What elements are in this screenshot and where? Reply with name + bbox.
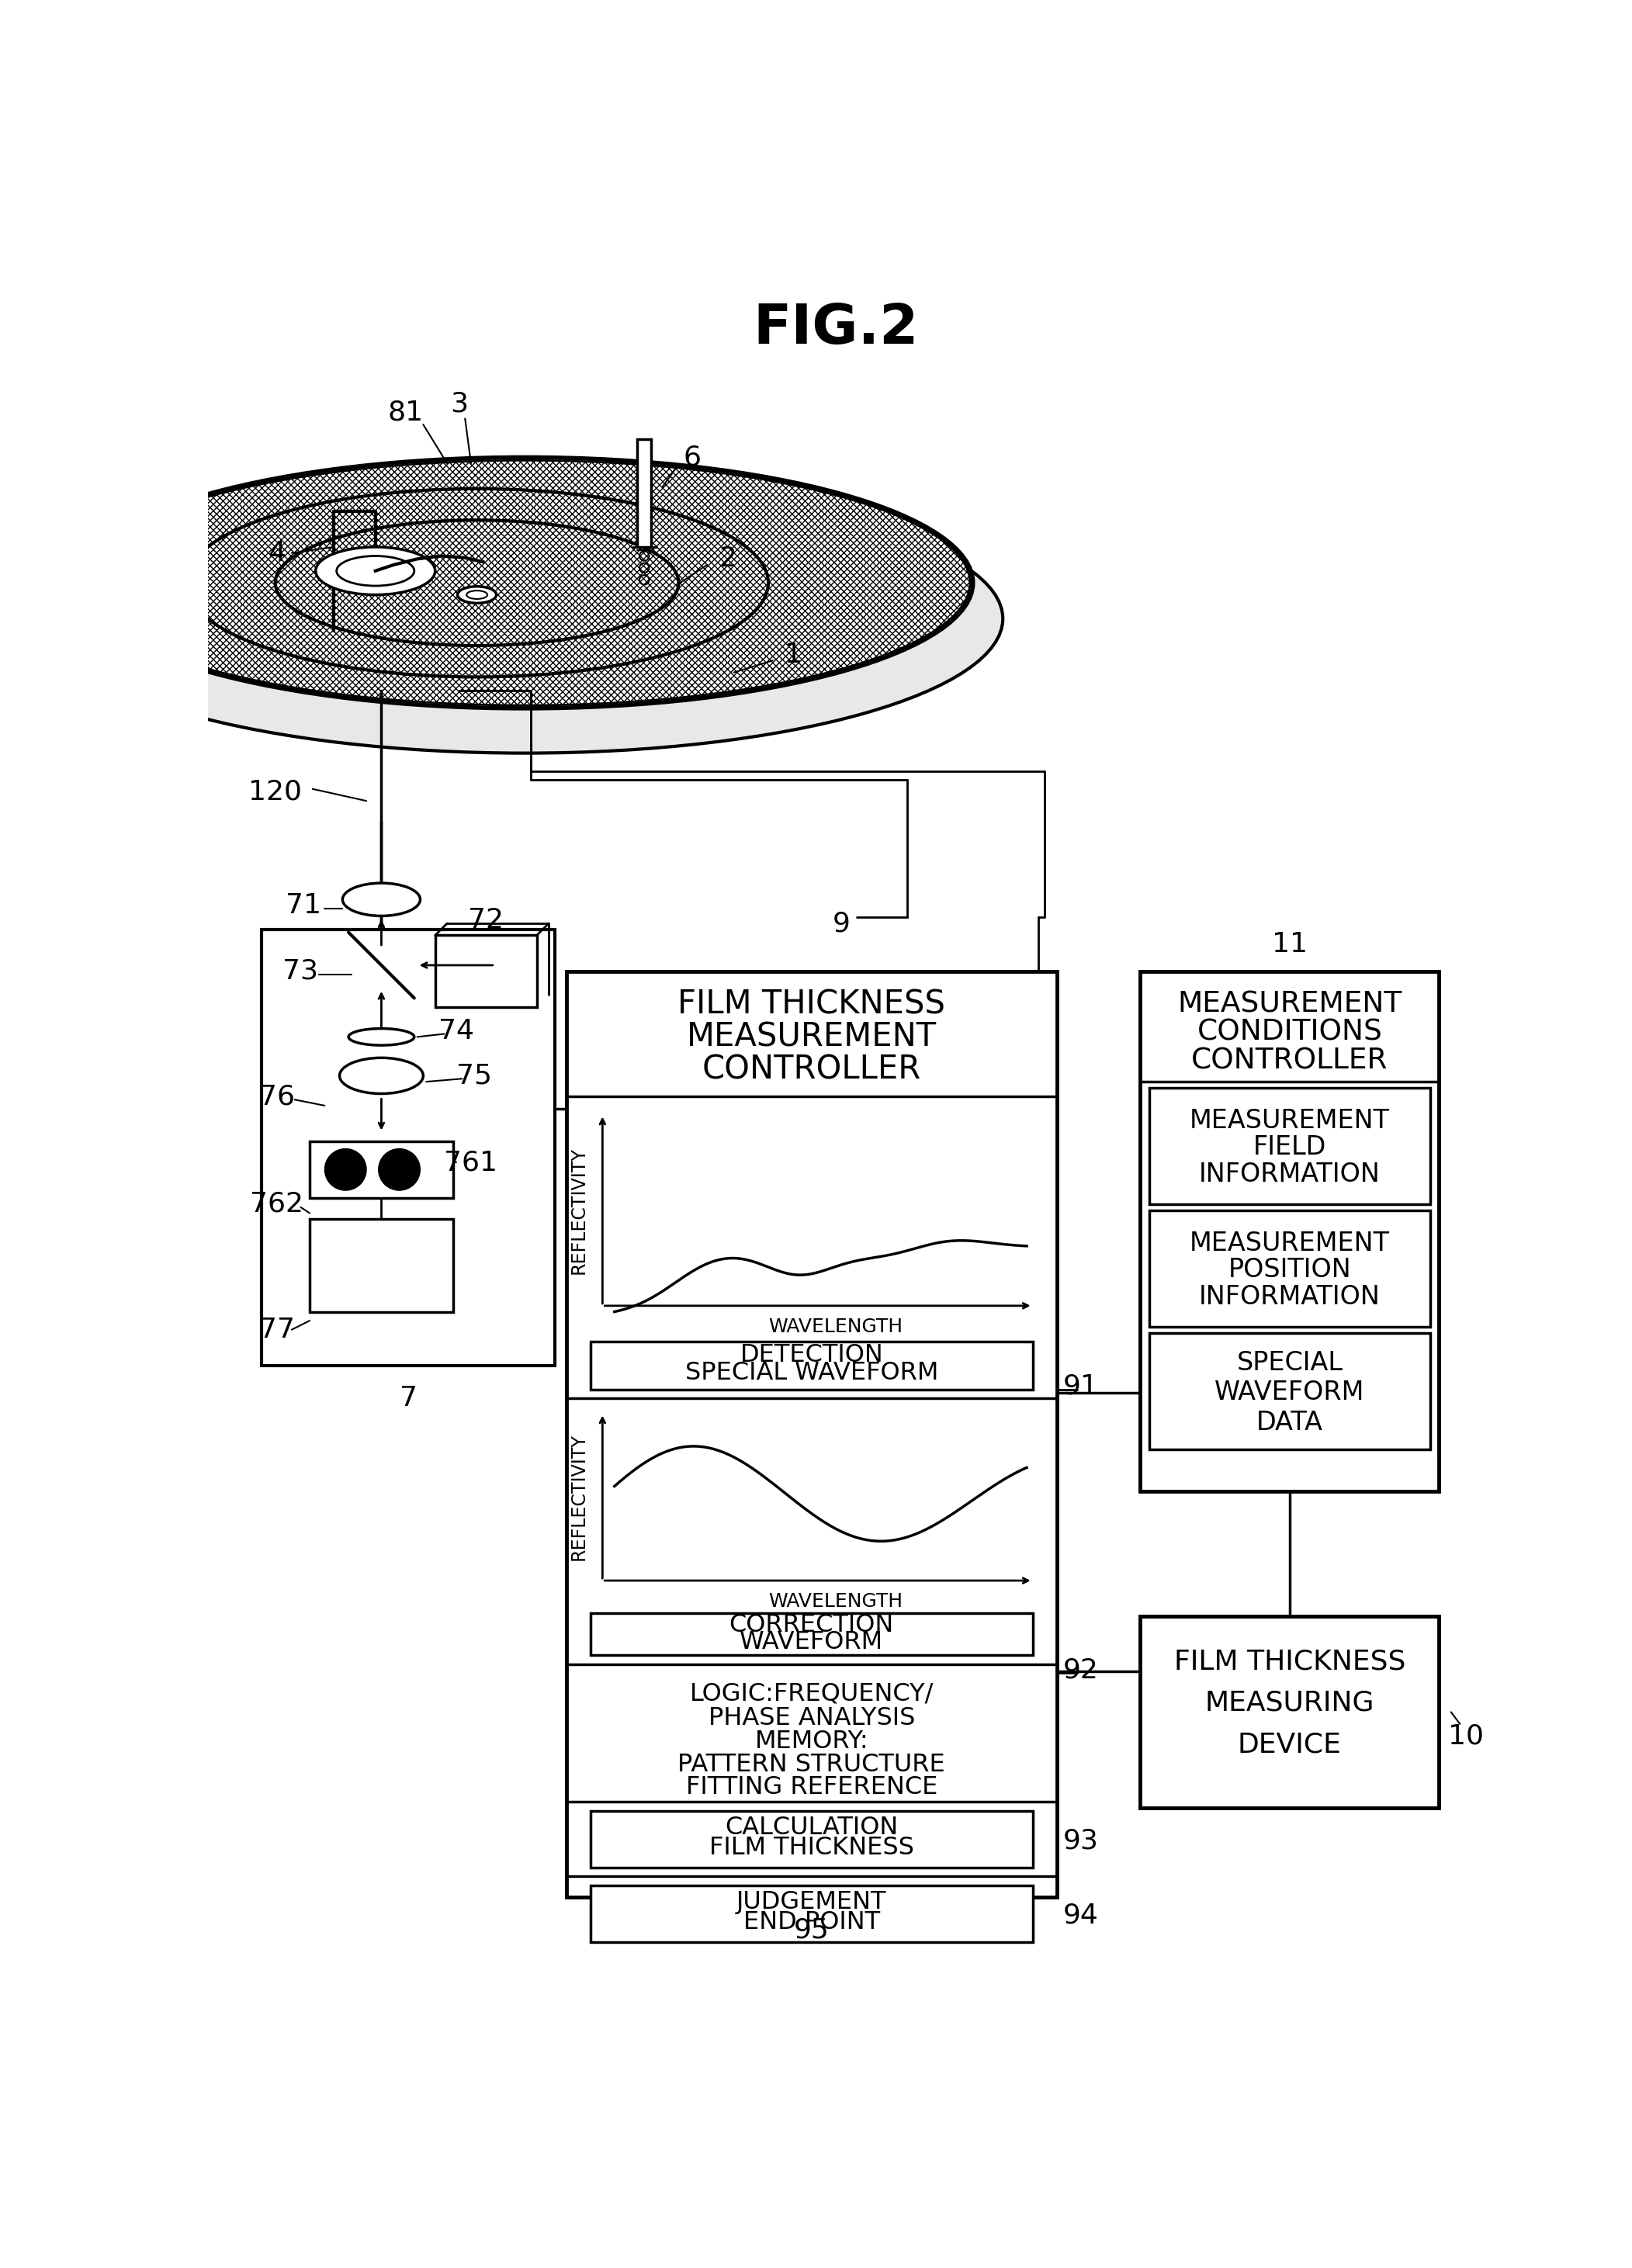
Ellipse shape: [47, 485, 1002, 753]
Text: FILM THICKNESS: FILM THICKNESS: [710, 1835, 914, 1860]
Text: DETECTION: DETECTION: [739, 1343, 883, 1368]
Text: CALCULATION: CALCULATION: [725, 1814, 898, 1839]
Ellipse shape: [315, 547, 436, 594]
Bar: [591, 1810, 1033, 1867]
Text: FITTING REFERENCE: FITTING REFERENCE: [685, 1776, 937, 1799]
Bar: [591, 1343, 1033, 1390]
Bar: [436, 934, 537, 1007]
Bar: [1141, 971, 1439, 1490]
Bar: [636, 440, 651, 547]
Text: 3: 3: [450, 390, 468, 417]
Text: MEMORY:: MEMORY:: [754, 1730, 868, 1753]
Text: SPECIAL: SPECIAL: [1237, 1349, 1343, 1374]
Text: 74: 74: [439, 1018, 473, 1043]
Ellipse shape: [457, 587, 496, 603]
Text: 6: 6: [684, 445, 702, 469]
Text: WAVELENGTH: WAVELENGTH: [769, 1318, 902, 1336]
Text: 10: 10: [1448, 1724, 1483, 1749]
Text: 77: 77: [259, 1315, 295, 1343]
Text: PATTERN STRUCTURE: PATTERN STRUCTURE: [677, 1753, 945, 1776]
Text: 1: 1: [785, 642, 803, 667]
Text: WAVELENGTH: WAVELENGTH: [769, 1592, 902, 1610]
Text: 91: 91: [1062, 1372, 1098, 1399]
Text: 81: 81: [387, 399, 423, 426]
Text: 71: 71: [286, 891, 322, 919]
Text: CONTROLLER: CONTROLLER: [1191, 1048, 1387, 1075]
Text: JUDGEMENT: JUDGEMENT: [736, 1889, 886, 1914]
Text: 75: 75: [455, 1061, 491, 1089]
Ellipse shape: [339, 1057, 423, 1093]
Text: 72: 72: [468, 907, 504, 934]
Text: 2: 2: [720, 547, 738, 572]
Text: 120: 120: [248, 778, 302, 805]
Circle shape: [380, 1150, 419, 1188]
Text: FILM THICKNESS: FILM THICKNESS: [677, 989, 945, 1021]
Text: 11: 11: [1271, 932, 1307, 957]
Text: END POINT: END POINT: [743, 1910, 880, 1935]
Text: INFORMATION: INFORMATION: [1200, 1161, 1381, 1186]
Text: DATA: DATA: [1257, 1408, 1324, 1436]
Text: 95: 95: [793, 1916, 829, 1944]
Text: FILM THICKNESS: FILM THICKNESS: [1173, 1649, 1405, 1674]
Text: REFLECTIVITY: REFLECTIVITY: [570, 1433, 588, 1560]
Text: 762: 762: [250, 1191, 304, 1218]
Bar: [1149, 1211, 1430, 1327]
Text: PHASE ANALYSIS: PHASE ANALYSIS: [708, 1706, 916, 1730]
Ellipse shape: [343, 882, 419, 916]
Text: 7: 7: [400, 1386, 418, 1411]
Text: 93: 93: [1062, 1828, 1098, 1853]
Text: MEASURING: MEASURING: [1204, 1690, 1374, 1717]
Text: MEASUREMENT: MEASUREMENT: [1190, 1229, 1390, 1256]
Bar: [591, 1885, 1033, 1941]
Text: DEVICE: DEVICE: [1237, 1733, 1342, 1758]
Text: CONDITIONS: CONDITIONS: [1196, 1018, 1382, 1048]
Text: 761: 761: [444, 1150, 498, 1175]
Text: 92: 92: [1062, 1658, 1098, 1683]
Text: WAVEFORM: WAVEFORM: [739, 1631, 883, 1653]
Bar: [1149, 1089, 1430, 1204]
Ellipse shape: [349, 1027, 415, 1046]
Text: FIG.2: FIG.2: [752, 302, 919, 356]
Text: CORRECTION: CORRECTION: [730, 1613, 894, 1637]
Bar: [1141, 1617, 1439, 1808]
Text: 94: 94: [1062, 1903, 1098, 1928]
Text: 9: 9: [832, 909, 850, 937]
Text: MEASUREMENT: MEASUREMENT: [1177, 991, 1402, 1018]
Text: CONTROLLER: CONTROLLER: [702, 1052, 920, 1086]
Bar: [566, 971, 1056, 1898]
Text: MEASUREMENT: MEASUREMENT: [687, 1021, 937, 1052]
Text: INFORMATION: INFORMATION: [1200, 1284, 1381, 1309]
Text: 73: 73: [282, 957, 318, 984]
Text: WAVEFORM: WAVEFORM: [1214, 1379, 1364, 1406]
Text: REFLECTIVITY: REFLECTIVITY: [570, 1148, 588, 1275]
Bar: [591, 1613, 1033, 1656]
Bar: [310, 1220, 454, 1311]
Bar: [310, 1141, 454, 1198]
Text: SPECIAL WAVEFORM: SPECIAL WAVEFORM: [685, 1361, 938, 1386]
Bar: [261, 930, 555, 1365]
Text: 76: 76: [259, 1084, 295, 1109]
Bar: [1149, 1334, 1430, 1449]
Text: POSITION: POSITION: [1227, 1256, 1351, 1284]
Text: MEASUREMENT: MEASUREMENT: [1190, 1107, 1390, 1134]
Text: LOGIC:FREQUENCY/: LOGIC:FREQUENCY/: [690, 1683, 934, 1706]
Circle shape: [326, 1150, 366, 1188]
Text: 4: 4: [268, 540, 286, 567]
Text: FIELD: FIELD: [1253, 1134, 1327, 1161]
Ellipse shape: [77, 458, 973, 708]
